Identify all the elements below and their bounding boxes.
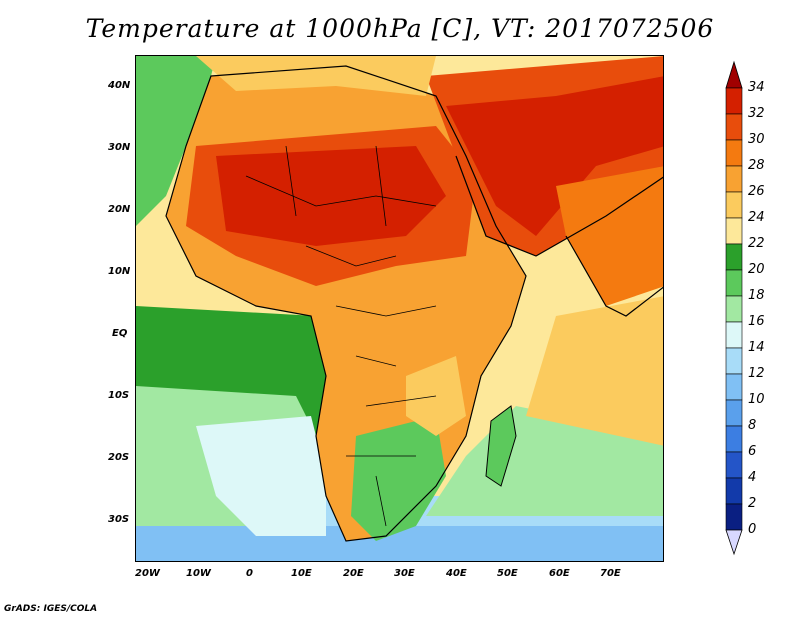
lon-label-40e: 40E (446, 568, 467, 579)
colorbar-label: 0 (748, 522, 757, 537)
lat-label-20s: 20S (108, 452, 130, 463)
colorbar-label: 20 (748, 262, 765, 277)
colorbar-label: 30 (748, 132, 765, 147)
lon-label-30e: 30E (394, 568, 415, 579)
colorbar-segment (725, 347, 743, 375)
lon-label-20e: 20E (343, 568, 364, 579)
land-arabia-extreme (446, 76, 663, 236)
colorbar-segment (725, 113, 743, 141)
lat-label-40n: 40N (108, 80, 131, 91)
colorbar-svg (725, 60, 743, 556)
coastline (165, 65, 527, 542)
ocean-atlantic-cold (196, 416, 326, 536)
colorbar-label: 22 (748, 236, 765, 251)
colorbar-label: 24 (748, 210, 765, 225)
colorbar-top-triangle (725, 60, 743, 89)
land-europe (196, 56, 436, 96)
colorbar-label: 26 (748, 184, 765, 199)
colorbar-segment (725, 217, 743, 245)
colorbar-segment (725, 87, 743, 115)
borders (245, 145, 437, 527)
colorbar-label: 6 (748, 444, 757, 459)
colorbar-segment (725, 165, 743, 193)
colorbar-segment (725, 373, 743, 401)
colorbar-label: 28 (748, 158, 765, 173)
colorbar-label: 2 (748, 496, 757, 511)
madagascar (485, 405, 517, 487)
land-south-africa (351, 416, 446, 541)
colorbar-label: 14 (748, 340, 765, 355)
land-india (556, 166, 663, 306)
colorbar-label: 4 (748, 470, 757, 485)
colorbar (724, 60, 744, 564)
lon-label-20w: 20W (135, 568, 160, 579)
ocean-atlantic-green (136, 56, 216, 226)
colorbar-segment (725, 295, 743, 323)
lat-label-10s: 10S (108, 390, 130, 401)
lon-label-70e: 70E (600, 568, 621, 579)
lat-label-10n: 10N (108, 266, 131, 277)
colorbar-label: 8 (748, 418, 757, 433)
chart-title: Temperature at 1000hPa [C], VT: 20170725… (85, 14, 715, 43)
colorbar-segment (725, 243, 743, 271)
colorbar-segment (725, 477, 743, 505)
colorbar-segment (725, 451, 743, 479)
lat-label-30n: 30N (108, 142, 131, 153)
credit-text: GrADS: IGES/COLA (4, 604, 98, 614)
colorbar-segment (725, 425, 743, 453)
colorbar-segment (725, 399, 743, 427)
ocean-indian-south (426, 406, 663, 516)
colorbar-label: 16 (748, 314, 765, 329)
lon-label-10e: 10E (291, 568, 312, 579)
colorbar-label: 18 (748, 288, 765, 303)
coastline-arabia (455, 155, 663, 257)
temperature-map (135, 55, 664, 562)
lat-label-30s: 30S (108, 514, 130, 525)
lat-label-eq: EQ (112, 328, 128, 339)
coastline-india (565, 235, 663, 317)
colorbar-segment (725, 269, 743, 297)
colorbar-label: 10 (748, 392, 765, 407)
lon-label-0: 0 (246, 568, 253, 579)
colorbar-label: 34 (748, 80, 765, 95)
colorbar-label: 32 (748, 106, 765, 121)
land-sahara-extreme (216, 146, 446, 246)
lon-label-50e: 50E (497, 568, 518, 579)
lon-label-60e: 60E (549, 568, 570, 579)
ocean-indian-mid (526, 296, 663, 446)
colorbar-label: 12 (748, 366, 765, 381)
lon-label-10w: 10W (186, 568, 211, 579)
colorbar-segment (725, 191, 743, 219)
colorbar-segment (725, 139, 743, 167)
lat-label-20n: 20N (108, 204, 131, 215)
colorbar-segment (725, 321, 743, 349)
colorbar-segment (725, 503, 743, 531)
colorbar-bottom-triangle (725, 529, 743, 556)
